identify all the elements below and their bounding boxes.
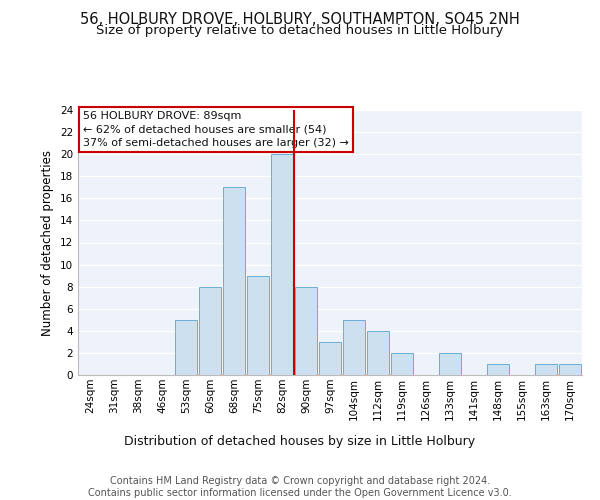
- Bar: [391, 353, 413, 375]
- Bar: [175, 320, 197, 375]
- Bar: [439, 353, 461, 375]
- Bar: [319, 342, 341, 375]
- Text: 56, HOLBURY DROVE, HOLBURY, SOUTHAMPTON, SO45 2NH: 56, HOLBURY DROVE, HOLBURY, SOUTHAMPTON,…: [80, 12, 520, 28]
- Y-axis label: Number of detached properties: Number of detached properties: [41, 150, 55, 336]
- Bar: [343, 320, 365, 375]
- Bar: [199, 286, 221, 375]
- Bar: [367, 331, 389, 375]
- Text: 56 HOLBURY DROVE: 89sqm
← 62% of detached houses are smaller (54)
37% of semi-de: 56 HOLBURY DROVE: 89sqm ← 62% of detache…: [83, 112, 349, 148]
- Text: Size of property relative to detached houses in Little Holbury: Size of property relative to detached ho…: [97, 24, 503, 37]
- Bar: [223, 188, 245, 375]
- Text: Distribution of detached houses by size in Little Holbury: Distribution of detached houses by size …: [124, 435, 476, 448]
- Bar: [535, 364, 557, 375]
- Bar: [247, 276, 269, 375]
- Bar: [295, 286, 317, 375]
- Text: Contains HM Land Registry data © Crown copyright and database right 2024.
Contai: Contains HM Land Registry data © Crown c…: [88, 476, 512, 498]
- Bar: [271, 154, 293, 375]
- Bar: [559, 364, 581, 375]
- Bar: [487, 364, 509, 375]
